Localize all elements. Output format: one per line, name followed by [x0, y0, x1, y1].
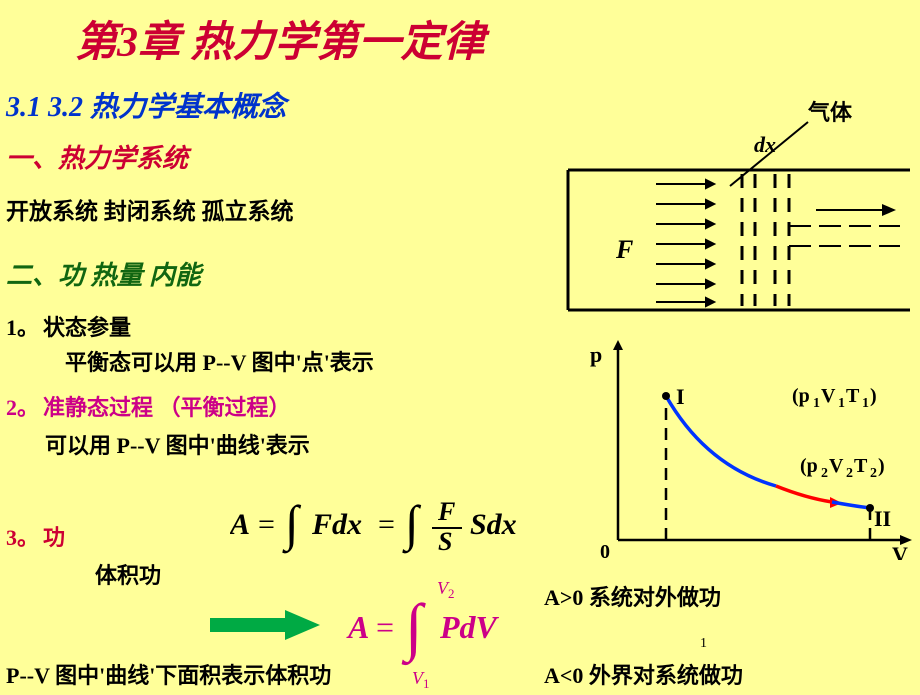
svg-text:PdV: PdV [439, 609, 500, 645]
work-negative: A<0 外界对系统做功 [544, 658, 743, 690]
svg-text:II: II [874, 506, 891, 531]
arrow-icon [210, 610, 320, 645]
systems-text: 开放系统 封闭系统 孤立系统 [6, 192, 294, 226]
formula-work-2: A = ∫ V 2 V 1 PdV [340, 570, 540, 695]
svg-text:0: 0 [600, 541, 610, 560]
svg-text:2: 2 [448, 586, 455, 601]
item2-text: 准静态过程 （平衡过程） [43, 395, 291, 420]
svg-text:1: 1 [813, 396, 820, 411]
svg-text:∫: ∫ [402, 495, 422, 554]
svg-text:S: S [438, 527, 452, 556]
item1-num: 1。 [6, 315, 39, 340]
work-positive: A>0 系统对外做功 [544, 580, 721, 612]
item1-text: 状态参量 [43, 315, 131, 340]
svg-text:p: p [590, 342, 602, 367]
svg-text:): ) [878, 455, 885, 477]
svg-text:Sdx: Sdx [470, 508, 517, 541]
item3-num: 3。 [6, 525, 39, 550]
bottom-caption: P--V 图中'曲线'下面积表示体积功 [6, 658, 331, 690]
svg-text:1: 1 [862, 396, 869, 411]
svg-text:∫: ∫ [282, 495, 302, 554]
svg-text:A: A [346, 609, 369, 645]
chapter-title: 第3章 热力学第一定律 [75, 8, 485, 69]
svg-text:1: 1 [838, 396, 845, 411]
item3-text: 功 [43, 525, 65, 550]
svg-text:=: = [378, 508, 395, 541]
svg-text:A: A [230, 508, 250, 541]
svg-text:V: V [892, 542, 908, 560]
svg-text:2: 2 [846, 466, 853, 481]
svg-text:(p: (p [792, 385, 810, 407]
svg-text:∫: ∫ [401, 591, 426, 666]
item3-sub: 体积功 [95, 558, 161, 590]
svg-text:1: 1 [423, 676, 430, 690]
svg-text:=: = [258, 508, 275, 541]
heading-2: 二、功 热量 内能 [6, 255, 201, 292]
svg-text:2: 2 [821, 466, 828, 481]
svg-text:V: V [829, 455, 844, 477]
svg-text:=: = [376, 609, 394, 645]
svg-text:F: F [615, 235, 633, 264]
piston-diagram: 气体 dx F [560, 96, 920, 341]
formula-work-1: A = ∫ Fdx = ∫ F S Sdx [230, 490, 550, 565]
svg-text:T: T [846, 385, 860, 407]
svg-text:Fdx: Fdx [311, 508, 362, 541]
item1-sub: 平衡态可以用 P--V 图中'点'表示 [65, 345, 374, 377]
section-heading: 3.1 3.2 热力学基本概念 [6, 85, 286, 125]
svg-text:(p: (p [800, 455, 818, 477]
svg-text:气体: 气体 [807, 100, 853, 125]
svg-text:I: I [676, 384, 685, 409]
svg-text:dx: dx [754, 132, 776, 157]
item2-sub: 可以用 P--V 图中'曲线'表示 [45, 428, 310, 460]
item2-num: 2。 [6, 395, 39, 420]
heading-1: 一、热力学系统 [6, 138, 188, 175]
svg-text:V: V [821, 385, 836, 407]
pv-diagram: p V 0 I II (p 1 V 1 T 1 ) (p 2 V 2 T 2 ) [586, 340, 920, 565]
svg-text:T: T [854, 455, 868, 477]
svg-text:2: 2 [870, 466, 877, 481]
svg-text:): ) [870, 385, 877, 407]
page-number: 1 [700, 636, 707, 652]
svg-text:F: F [437, 497, 455, 526]
